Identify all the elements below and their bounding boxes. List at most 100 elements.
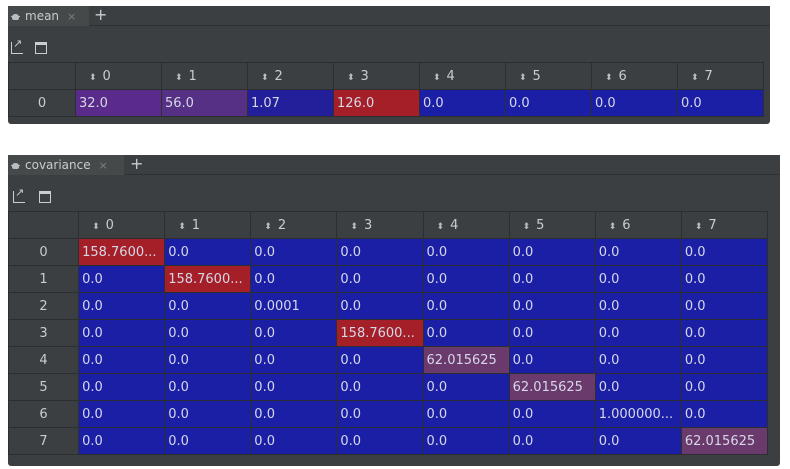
sort-arrows-icon[interactable]: ⬍ xyxy=(605,72,613,83)
table-cell[interactable]: 1.07 xyxy=(247,89,334,117)
table-cell[interactable]: 62.015625 xyxy=(422,346,510,374)
column-header-7[interactable]: ⬍ 7 xyxy=(677,62,764,90)
table-cell[interactable]: 0.0 xyxy=(164,292,252,320)
table-cell[interactable]: 0.0 xyxy=(78,346,166,374)
table-cell[interactable]: 32.0 xyxy=(75,89,162,117)
table-cell[interactable]: 158.7600... xyxy=(164,265,252,293)
sort-arrows-icon[interactable]: ⬍ xyxy=(350,221,358,232)
table-cell[interactable]: 0.0 xyxy=(78,373,166,401)
table-cell[interactable]: 0.0 xyxy=(594,265,682,293)
table-cell[interactable]: 0.0 xyxy=(508,292,596,320)
table-cell[interactable]: 0.0 xyxy=(419,89,506,117)
column-header-4[interactable]: ⬍ 4 xyxy=(419,62,506,90)
table-cell[interactable]: 62.015625 xyxy=(508,373,596,401)
table-cell[interactable]: 0.0 xyxy=(250,238,338,266)
column-header-1[interactable]: ⬍ 1 xyxy=(161,62,248,90)
column-header-0[interactable]: ⬍ 0 xyxy=(78,211,166,239)
table-cell[interactable]: 0.0 xyxy=(680,346,769,374)
add-tab-button[interactable]: + xyxy=(130,154,144,173)
table-cell[interactable]: 0.0 xyxy=(78,292,166,320)
table-cell[interactable]: 0.0 xyxy=(164,427,252,455)
sort-arrows-icon[interactable]: ⬍ xyxy=(519,72,527,83)
table-cell[interactable]: 62.015625 xyxy=(680,427,769,455)
table-cell[interactable]: 0.0 xyxy=(594,373,682,401)
table-cell[interactable]: 0.0 xyxy=(422,400,510,428)
table-cell[interactable]: 0.0 xyxy=(336,400,424,428)
column-header-0[interactable]: ⬍ 0 xyxy=(75,62,162,90)
table-cell[interactable]: 0.0 xyxy=(422,238,510,266)
table-cell[interactable]: 0.0 xyxy=(78,427,166,455)
sort-arrows-icon[interactable]: ⬍ xyxy=(694,221,703,232)
open-in-new-window-icon[interactable] xyxy=(11,37,23,54)
column-header-2[interactable]: ⬍ 2 xyxy=(247,62,334,90)
window-icon[interactable] xyxy=(39,191,51,203)
table-cell[interactable]: 0.0 xyxy=(422,373,510,401)
table-cell[interactable]: 56.0 xyxy=(161,89,248,117)
column-header-3[interactable]: ⬍ 3 xyxy=(333,62,420,90)
table-cell[interactable]: 0.0 xyxy=(78,319,166,347)
table-cell[interactable]: 0.0 xyxy=(164,346,252,374)
sort-arrows-icon[interactable]: ⬍ xyxy=(264,221,272,232)
table-cell[interactable]: 0.0 xyxy=(336,427,424,455)
table-cell[interactable]: 0.0 xyxy=(164,319,252,347)
table-cell[interactable]: 0.0 xyxy=(78,400,166,428)
table-cell[interactable]: 0.0 xyxy=(336,265,424,293)
table-cell[interactable]: 0.0 xyxy=(594,319,682,347)
column-header-7[interactable]: ⬍ 7 xyxy=(680,211,769,239)
tab-mean[interactable]: mean × xyxy=(8,6,89,26)
table-cell[interactable]: 0.0 xyxy=(508,265,596,293)
sort-arrows-icon[interactable]: ⬍ xyxy=(522,221,531,232)
table-cell[interactable]: 0.0 xyxy=(508,346,596,374)
table-cell[interactable]: 158.7600... xyxy=(78,238,166,266)
add-tab-button[interactable]: + xyxy=(94,5,108,24)
table-cell[interactable]: 0.0 xyxy=(508,319,596,347)
sort-arrows-icon[interactable]: ⬍ xyxy=(691,72,699,83)
close-icon[interactable]: × xyxy=(98,158,108,172)
table-cell[interactable]: 0.0 xyxy=(594,292,682,320)
table-cell[interactable]: 0.0 xyxy=(250,373,338,401)
sort-arrows-icon[interactable]: ⬍ xyxy=(436,221,445,232)
table-cell[interactable]: 0.0 xyxy=(164,400,252,428)
table-cell[interactable]: 0.0 xyxy=(594,427,682,455)
column-header-2[interactable]: ⬍ 2 xyxy=(250,211,338,239)
table-cell[interactable]: 0.0 xyxy=(594,238,682,266)
table-cell[interactable]: 0.0 xyxy=(336,373,424,401)
table-cell[interactable]: 0.0 xyxy=(422,319,510,347)
table-cell[interactable]: 0.0 xyxy=(250,319,338,347)
table-cell[interactable]: 0.0 xyxy=(680,400,769,428)
sort-arrows-icon[interactable]: ⬍ xyxy=(178,221,186,232)
table-cell[interactable]: 0.0 xyxy=(677,89,764,117)
table-cell[interactable]: 0.0 xyxy=(505,89,592,117)
table-cell[interactable]: 0.0 xyxy=(250,427,338,455)
table-cell[interactable]: 0.0 xyxy=(680,265,769,293)
table-cell[interactable]: 0.0 xyxy=(164,373,252,401)
tab-covariance[interactable]: covariance × xyxy=(8,155,124,175)
table-cell[interactable]: 0.0 xyxy=(250,400,338,428)
table-cell[interactable]: 0.0 xyxy=(591,89,678,117)
table-cell[interactable]: 0.0 xyxy=(250,265,338,293)
window-icon[interactable] xyxy=(35,42,47,54)
sort-arrows-icon[interactable]: ⬍ xyxy=(608,221,617,232)
sort-arrows-icon[interactable]: ⬍ xyxy=(175,72,183,83)
sort-arrows-icon[interactable]: ⬍ xyxy=(261,72,269,83)
column-header-1[interactable]: ⬍ 1 xyxy=(164,211,252,239)
close-icon[interactable]: × xyxy=(67,9,77,23)
column-header-5[interactable]: ⬍ 5 xyxy=(505,62,592,90)
table-cell[interactable]: 0.0001 xyxy=(250,292,338,320)
sort-arrows-icon[interactable]: ⬍ xyxy=(347,72,355,83)
table-cell[interactable]: 0.0 xyxy=(250,346,338,374)
table-cell[interactable]: 0.0 xyxy=(78,265,166,293)
table-cell[interactable]: 1.000000... xyxy=(594,400,682,428)
table-cell[interactable]: 0.0 xyxy=(336,292,424,320)
table-cell[interactable]: 0.0 xyxy=(336,346,424,374)
table-cell[interactable]: 126.0 xyxy=(333,89,420,117)
table-cell[interactable]: 0.0 xyxy=(508,238,596,266)
table-cell[interactable]: 158.7600... xyxy=(336,319,424,347)
column-header-3[interactable]: ⬍ 3 xyxy=(336,211,424,239)
table-cell[interactable]: 0.0 xyxy=(422,265,510,293)
table-cell[interactable]: 0.0 xyxy=(508,400,596,428)
column-header-5[interactable]: ⬍ 5 xyxy=(508,211,596,239)
sort-arrows-icon[interactable]: ⬍ xyxy=(92,221,100,232)
table-cell[interactable]: 0.0 xyxy=(680,373,769,401)
table-cell[interactable]: 0.0 xyxy=(680,319,769,347)
